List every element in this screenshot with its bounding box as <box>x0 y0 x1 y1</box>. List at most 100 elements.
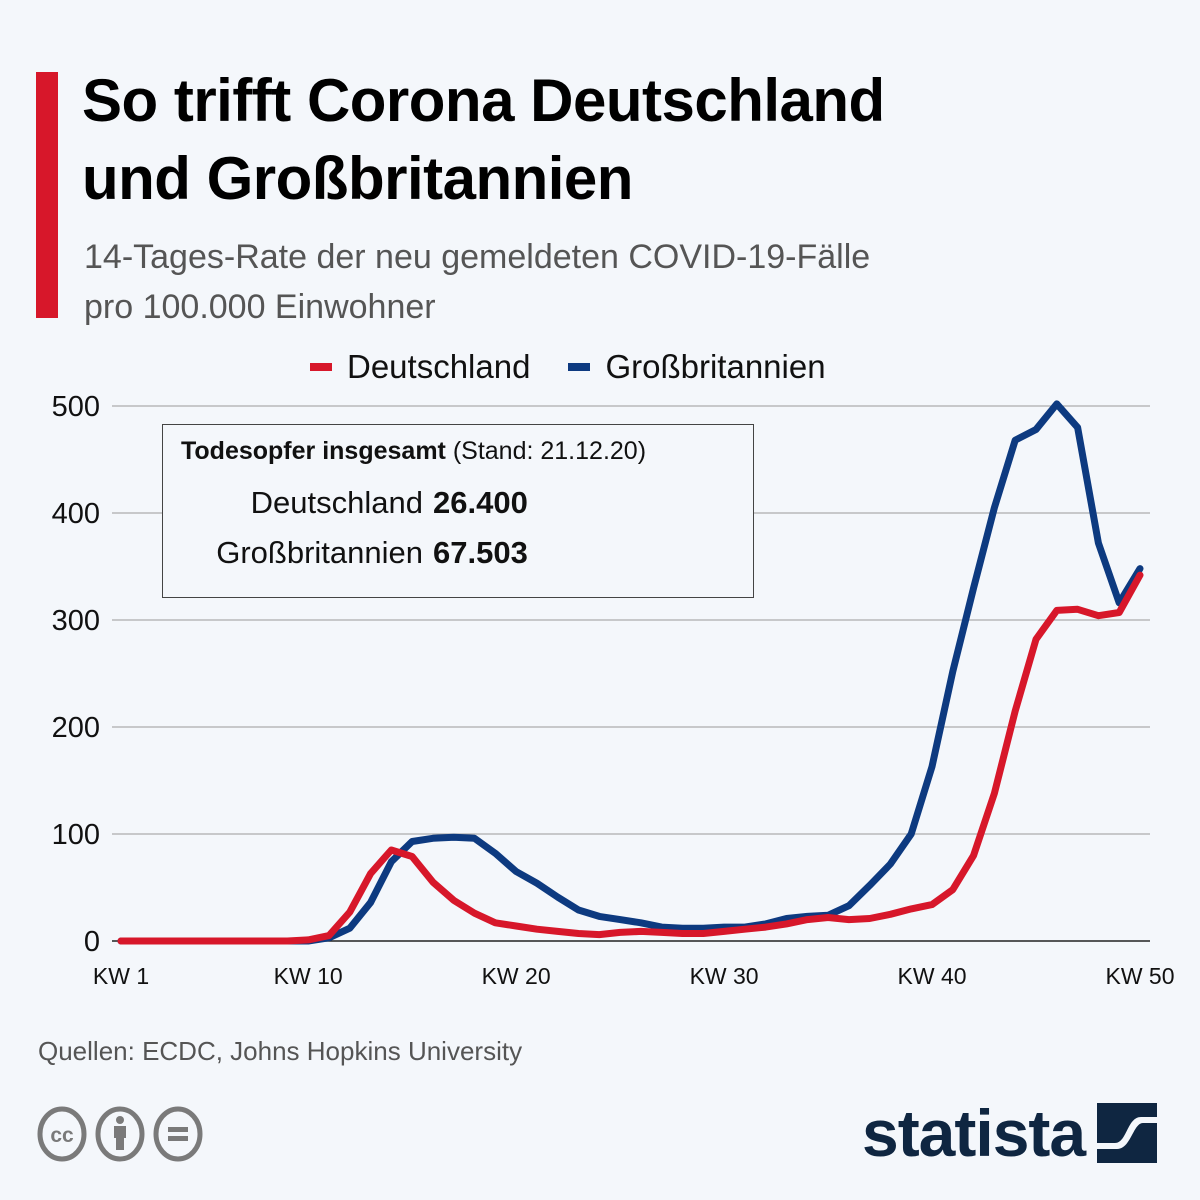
x-tick-label: KW 40 <box>898 963 967 989</box>
data-point-grossbritannien <box>492 850 499 857</box>
title-line-2: und Großbritannien <box>82 145 633 212</box>
legend-swatch-grossbritannien <box>568 363 591 371</box>
data-point-grossbritannien <box>637 919 644 926</box>
data-point-deutschland <box>1012 707 1019 714</box>
data-point-grossbritannien <box>1137 565 1144 572</box>
data-point-deutschland <box>1137 572 1144 579</box>
x-tick-label: KW 20 <box>482 963 551 989</box>
y-tick-label: 0 <box>84 926 100 958</box>
death-toll-value: 26.400 <box>433 485 528 520</box>
data-point-grossbritannien <box>596 913 603 920</box>
license-icons: cc <box>36 1105 204 1163</box>
legend-label: Deutschland <box>347 348 531 385</box>
data-point-deutschland <box>929 901 936 908</box>
data-point-grossbritannien <box>409 838 416 845</box>
data-point-deutschland <box>679 930 686 937</box>
x-tick-label: KW 10 <box>274 963 343 989</box>
data-point-deutschland <box>575 930 582 937</box>
x-tick-label: KW 1 <box>93 963 149 989</box>
attribution-icon[interactable] <box>94 1105 146 1163</box>
data-point-grossbritannien <box>617 916 624 923</box>
data-point-deutschland <box>825 914 832 921</box>
data-point-deutschland <box>887 911 894 918</box>
legend: Deutschland Großbritannien <box>310 348 864 386</box>
data-point-deutschland <box>367 870 374 877</box>
data-point-grossbritannien <box>949 668 956 675</box>
x-tick-label: KW 50 <box>1105 963 1174 989</box>
data-point-deutschland <box>949 886 956 893</box>
data-point-deutschland <box>263 938 270 945</box>
data-point-deutschland <box>284 938 291 945</box>
data-point-deutschland <box>783 920 790 927</box>
data-point-grossbritannien <box>929 763 936 770</box>
statista-wordmark: statista <box>862 1096 1086 1170</box>
data-point-deutschland <box>1074 606 1081 613</box>
data-point-deutschland <box>346 909 353 916</box>
legend-swatch-deutschland <box>310 363 332 371</box>
data-point-deutschland <box>741 926 748 933</box>
data-point-deutschland <box>450 897 457 904</box>
data-point-grossbritannien <box>554 894 561 901</box>
data-point-grossbritannien <box>367 899 374 906</box>
y-tick-label: 300 <box>52 605 100 637</box>
cc-icon[interactable]: cc <box>36 1105 88 1163</box>
data-point-deutschland <box>991 790 998 797</box>
legend-item-grossbritannien[interactable]: Großbritannien <box>568 348 826 386</box>
data-point-deutschland <box>804 916 811 923</box>
data-point-grossbritannien <box>1095 539 1102 546</box>
data-point-deutschland <box>533 926 540 933</box>
data-point-deutschland <box>1033 636 1040 643</box>
y-tick-label: 500 <box>52 391 100 423</box>
death-toll-country: Deutschland <box>250 485 423 520</box>
data-point-deutschland <box>908 905 915 912</box>
death-toll-date-note: (Stand: 21.12.20) <box>452 437 647 465</box>
chart-title: So trifft Corona Deutschland und Großbri… <box>82 62 1182 218</box>
data-point-grossbritannien <box>991 504 998 511</box>
data-point-deutschland <box>180 938 187 945</box>
data-point-deutschland <box>1116 609 1123 616</box>
data-point-grossbritannien <box>908 831 915 838</box>
data-point-deutschland <box>1095 612 1102 619</box>
statista-logo-icon <box>1097 1103 1158 1163</box>
data-point-deutschland <box>305 936 312 943</box>
data-point-grossbritannien <box>346 925 353 932</box>
data-point-deutschland <box>1053 607 1060 614</box>
death-toll-heading: Todesopfer insgesamt (Stand: 21.12.20) <box>181 437 646 466</box>
data-point-grossbritannien <box>887 860 894 867</box>
statista-brand[interactable]: statista <box>862 1096 1158 1170</box>
death-toll-value: 67.503 <box>433 535 528 570</box>
y-axis-ticks: 0 100 200 300 400 500 <box>52 391 100 958</box>
data-point-deutschland <box>658 929 665 936</box>
data-point-deutschland <box>242 938 249 945</box>
data-point-deutschland <box>471 910 478 917</box>
data-point-grossbritannien <box>845 902 852 909</box>
no-derivatives-icon[interactable] <box>152 1105 204 1163</box>
death-toll-box: Todesopfer insgesamt (Stand: 21.12.20) D… <box>162 424 754 598</box>
data-point-grossbritannien <box>1033 426 1040 433</box>
data-point-grossbritannien <box>513 868 520 875</box>
data-point-grossbritannien <box>970 584 977 591</box>
y-tick-label: 400 <box>52 498 100 530</box>
data-point-grossbritannien <box>575 906 582 913</box>
data-point-deutschland <box>138 938 145 945</box>
data-point-grossbritannien <box>533 880 540 887</box>
svg-text:cc: cc <box>50 1124 74 1147</box>
data-point-grossbritannien <box>450 834 457 841</box>
data-point-grossbritannien <box>1074 424 1081 431</box>
data-point-deutschland <box>866 915 873 922</box>
series-lines <box>117 400 1144 945</box>
data-point-grossbritannien <box>429 835 436 842</box>
accent-bar <box>36 72 58 318</box>
series-line-deutschland <box>117 571 1144 945</box>
data-point-deutschland <box>845 916 852 923</box>
data-point-deutschland <box>554 928 561 935</box>
data-point-deutschland <box>429 879 436 886</box>
legend-item-deutschland[interactable]: Deutschland <box>310 348 530 386</box>
data-point-deutschland <box>409 853 416 860</box>
data-point-grossbritannien <box>1012 437 1019 444</box>
death-toll-row-grossbritannien: Großbritannien 67.503 <box>163 535 528 571</box>
title-line-1: So trifft Corona Deutschland <box>82 67 885 134</box>
data-point-grossbritannien <box>866 882 873 889</box>
data-point-grossbritannien <box>1053 400 1060 407</box>
data-point-deutschland <box>388 847 395 854</box>
